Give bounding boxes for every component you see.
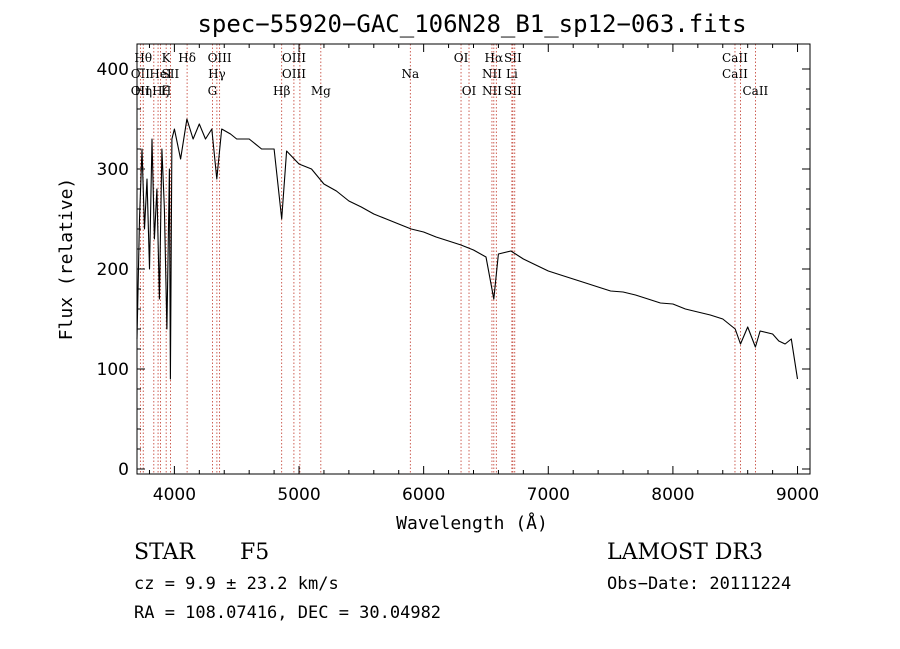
line-label: OI (462, 84, 477, 98)
x-tick-label: 9000 (776, 485, 819, 505)
line-label: HeI (149, 67, 172, 81)
line-label: CaII (742, 84, 768, 98)
y-tick-label: 400 (97, 60, 129, 80)
line-label: K (162, 51, 172, 65)
subclass: F5 (240, 540, 270, 565)
line-markers: OII OII Hθ Hη HeI Hζ K H SII Hδ G Hγ OIII Hβ OIII OIII M… (131, 44, 769, 474)
line-label: SII (162, 67, 180, 81)
line-label: SII (504, 51, 522, 65)
y-tick-label: 200 (97, 260, 129, 280)
plot-frame (136, 43, 811, 475)
y-tick-label: 300 (97, 160, 129, 180)
series-line-0 (136, 118, 799, 380)
line-label: OI (454, 51, 469, 65)
series-layer (136, 118, 799, 380)
x-tick-label: 8000 (651, 485, 694, 505)
line-label: Mg (311, 84, 331, 98)
y-tick-label: 100 (97, 360, 129, 380)
object-class: STAR (134, 540, 195, 565)
line-label: G (208, 84, 218, 98)
line-label: CaII (722, 51, 748, 65)
line-label: Hζ (152, 84, 169, 98)
y-tick-label: 0 (118, 460, 129, 480)
spectrum-chart: spec−55920−GAC_106N28_B1_sp12−063.fits O… (56, 10, 819, 534)
obs-date: Obs−Date: 20111224 (607, 574, 792, 594)
line-label: Hθ (134, 51, 152, 65)
axis-ticks: 4000 5000 6000 7000 8000 9000 0 100 200 300 400 (97, 44, 819, 505)
y-axis-label: Flux (relative) (56, 178, 77, 341)
x-tick-label: 6000 (402, 485, 445, 505)
x-axis-label: Wavelength (Å) (396, 512, 548, 534)
survey-name: LAMOST DR3 (607, 540, 763, 565)
line-label: Li (506, 67, 518, 81)
line-label: Hα (485, 51, 504, 65)
line-label: OII (131, 67, 151, 81)
x-tick-label: 7000 (527, 485, 570, 505)
line-label: NII (482, 67, 502, 81)
x-tick-label: 4000 (153, 485, 196, 505)
line-label: Na (401, 67, 419, 81)
line-label: OIII (208, 51, 232, 65)
line-label: CaII (722, 67, 748, 81)
line-label: SII (504, 84, 522, 98)
line-label: NII (482, 84, 502, 98)
line-label: OIII (282, 51, 306, 65)
coordinates: RA = 108.07416, DEC = 30.04982 (134, 603, 442, 623)
chart-title: spec−55920−GAC_106N28_B1_sp12−063.fits (197, 10, 746, 38)
line-label: Hγ (208, 67, 226, 81)
line-label: Hδ (178, 51, 196, 65)
line-label: Hβ (273, 84, 290, 98)
line-label: OII (131, 84, 151, 98)
line-label: OIII (282, 67, 306, 81)
x-tick-label: 5000 (277, 485, 320, 505)
line-label: Hη (134, 84, 152, 98)
redshift-cz: cz = 9.9 ± 23.2 km/s (134, 574, 339, 594)
line-label: H (161, 84, 171, 98)
